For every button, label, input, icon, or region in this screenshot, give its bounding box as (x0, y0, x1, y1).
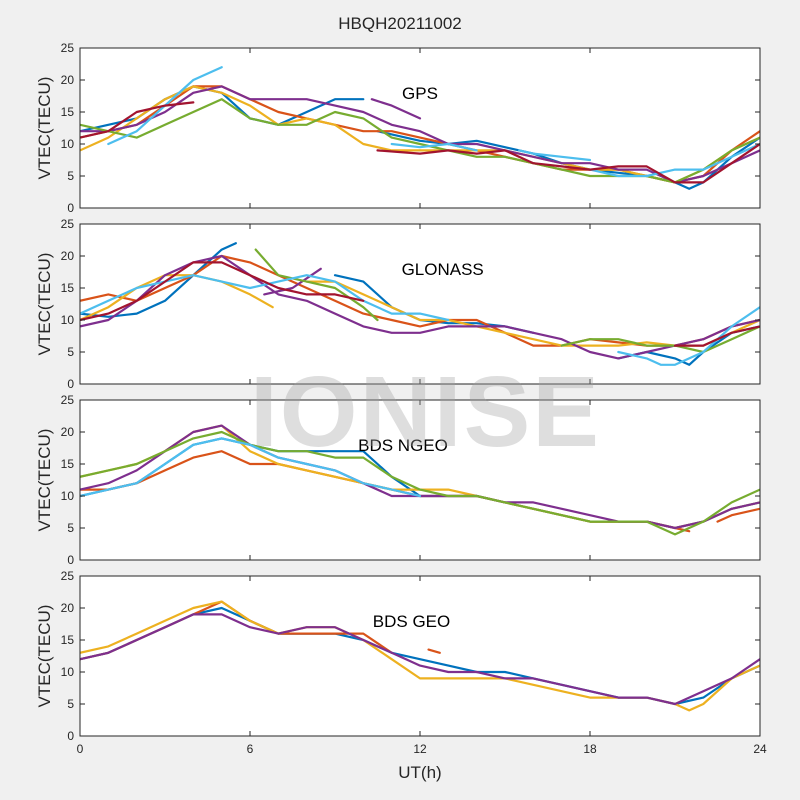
series-group (80, 242, 760, 366)
x-tick-label: 6 (247, 742, 254, 756)
x-tick-label: 18 (583, 742, 597, 756)
y-tick-label: 15 (61, 457, 75, 471)
y-tick-label: 25 (61, 217, 75, 231)
series-group (80, 600, 760, 712)
panel-label: BDS GEO (373, 612, 450, 631)
series-line (560, 325, 760, 354)
series-line (376, 142, 760, 184)
y-tick-label: 5 (67, 521, 74, 535)
panel-1: 0 5 10 15 20 25 VTEC(TECU) GPS (35, 41, 761, 215)
series-line (80, 437, 422, 498)
series-group (80, 424, 760, 536)
panel-background (80, 576, 760, 736)
series-group (80, 66, 760, 190)
y-tick-label: 10 (61, 489, 75, 503)
y-tick-label: 10 (61, 665, 75, 679)
series-line (80, 613, 760, 706)
series-line (80, 101, 195, 139)
series-line (254, 248, 379, 322)
y-tick-label: 20 (61, 425, 75, 439)
panel-background (80, 400, 760, 560)
x-tick-label: 0 (77, 742, 84, 756)
y-tick-label: 25 (61, 569, 75, 583)
y-tick-label: 5 (67, 345, 74, 359)
y-tick-label: 5 (67, 697, 74, 711)
y-tick-label: 15 (61, 105, 75, 119)
y-tick-label: 10 (61, 137, 75, 151)
y-axis-label: VTEC(TECU) (35, 605, 54, 708)
series-line (80, 261, 365, 322)
y-axis-label: VTEC(TECU) (35, 77, 54, 180)
y-axis-label: VTEC(TECU) (35, 253, 54, 356)
series-line (588, 142, 760, 178)
y-axis-label: VTEC(TECU) (35, 429, 54, 532)
y-tick-label: 10 (61, 313, 75, 327)
series-line (80, 242, 237, 318)
y-tick-label: 0 (67, 729, 74, 743)
chart-title: HBQH20211002 (338, 14, 462, 33)
y-tick-label: 15 (61, 281, 75, 295)
series-line (518, 149, 592, 162)
x-tick-label: 12 (413, 742, 427, 756)
series-line (80, 430, 760, 536)
y-tick-label: 0 (67, 553, 74, 567)
series-line (80, 274, 274, 322)
panel-2: 0 5 10 15 20 25 VTEC(TECU) GLONASS (35, 217, 761, 391)
series-line (390, 142, 478, 152)
panel-4: 0 5 10 15 20 25 0 6 12 18 24 VTEC(TECU) BDS GEO (35, 569, 767, 756)
panel-background (80, 48, 760, 208)
y-tick-label: 25 (61, 41, 75, 55)
series-line (617, 306, 760, 366)
x-axis-label: UT(h) (398, 763, 442, 782)
series-line (427, 648, 441, 654)
y-tick-label: 5 (67, 169, 74, 183)
y-tick-label: 20 (61, 601, 75, 615)
series-line (80, 85, 760, 184)
panel-3: 0 5 10 15 20 25 VTEC(TECU) BDS NGEO (35, 393, 761, 567)
series-line (80, 274, 450, 322)
panel-label: BDS NGEO (358, 436, 448, 455)
y-tick-label: 0 (67, 201, 74, 215)
x-tick-label: 24 (753, 742, 767, 756)
y-tick-label: 15 (61, 633, 75, 647)
y-tick-label: 0 (67, 377, 74, 391)
y-tick-label: 20 (61, 73, 75, 87)
panel-label: GLONASS (402, 260, 484, 279)
series-line (673, 325, 760, 347)
series-line (370, 98, 422, 120)
panel-label: GPS (402, 84, 438, 103)
panel-background (80, 224, 760, 384)
y-tick-label: 25 (61, 393, 75, 407)
series-line (716, 507, 760, 523)
y-tick-label: 20 (61, 249, 75, 263)
series-line (80, 85, 422, 152)
